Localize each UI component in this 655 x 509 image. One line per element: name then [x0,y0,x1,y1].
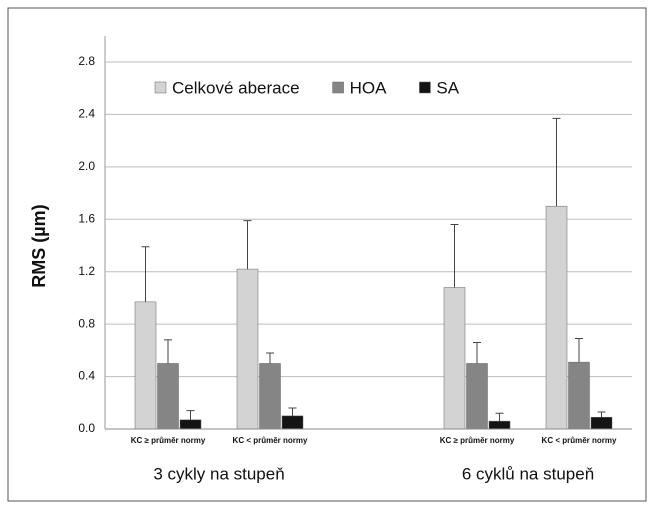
error-bar [450,224,459,288]
error-bar [266,352,274,364]
bar [179,419,202,430]
bar [236,268,259,430]
group-label: 6 cyklů na stupeň [462,464,594,483]
error-bar [473,341,481,364]
x-tick-label: KC < průměr normy [233,436,308,445]
error-bar [552,117,561,207]
y-tick-label: 2.4 [78,107,95,121]
legend-swatch [154,81,167,94]
error-bar [495,412,504,422]
error-bar [597,411,606,418]
legend-swatch [419,81,431,94]
error-bar [575,338,583,363]
y-tick-label: 1.6 [78,211,95,225]
y-axis-label: RMS (µm) [29,204,49,287]
x-tick-label: KC ≥ průměr normy [131,436,206,445]
bar [134,301,157,430]
bar [568,361,590,430]
x-tick-label: KC ≥ průměr normy [440,436,515,445]
x-tick-label: KC < průměr normy [542,436,617,445]
error-bar [186,410,195,420]
y-tick-label: 2.8 [78,54,95,68]
error-bar [164,339,172,364]
bar [590,416,613,430]
error-bar [243,220,252,270]
error-bar [288,407,297,416]
bar [443,287,466,430]
y-tick-label: 0.8 [78,316,95,330]
error-bar [141,246,150,302]
y-tick-label: 1.2 [78,264,95,278]
group-label: 3 cykly na stupeň [153,464,284,483]
bar [281,415,304,430]
legend-label: HOA [350,78,388,97]
bar [545,205,568,430]
y-tick-label: 2.0 [78,159,95,173]
legend-label: Celkové aberace [172,78,300,97]
bar [157,363,179,430]
bar [259,363,281,430]
bar [488,420,511,430]
bar [466,363,488,430]
y-tick-label: 0.0 [78,421,95,435]
frame [7,7,647,502]
y-tick-label: 0.4 [78,369,95,383]
legend-label: SA [436,78,459,97]
legend-swatch [332,81,344,94]
